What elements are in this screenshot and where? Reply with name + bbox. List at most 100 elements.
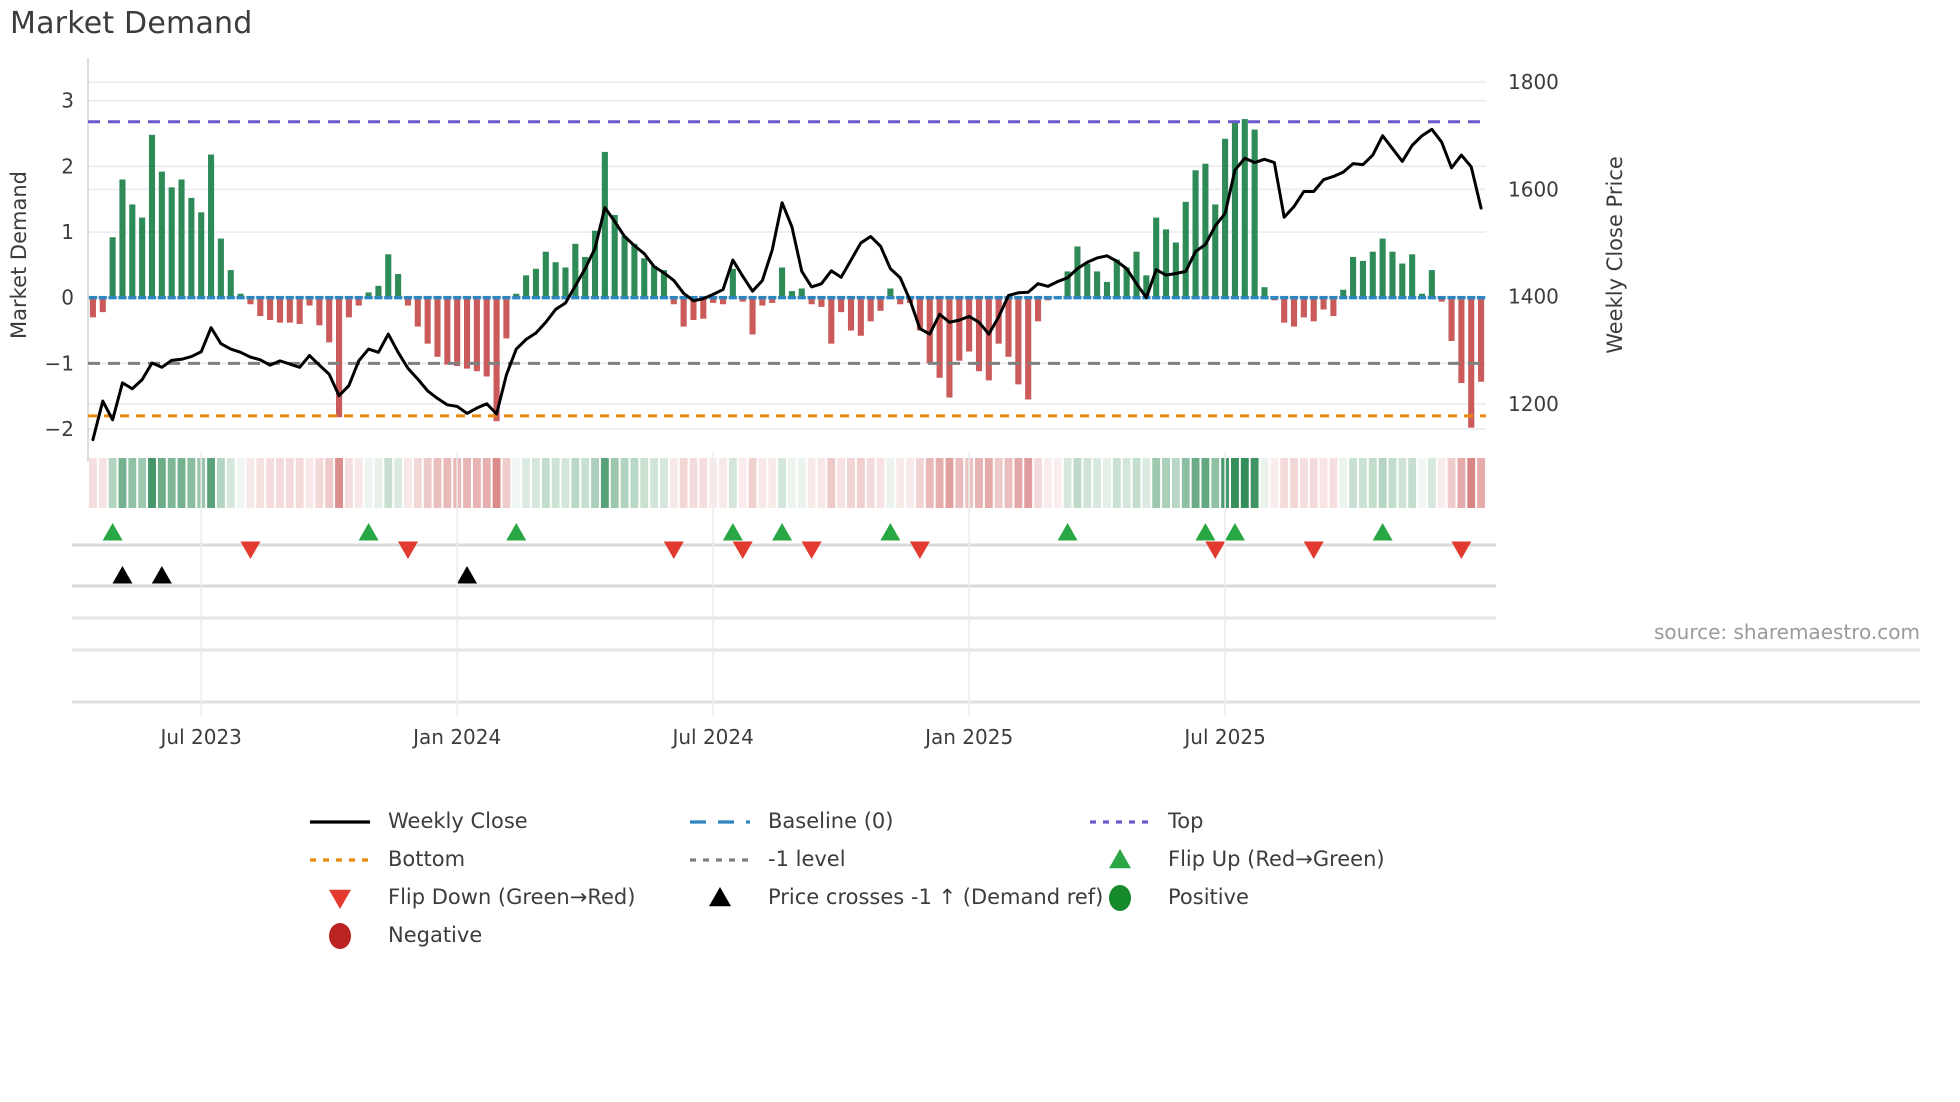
- demand-bar: [818, 297, 825, 307]
- heatmap-cell: [915, 458, 924, 508]
- demand-bar: [1261, 287, 1268, 298]
- demand-bar: [788, 291, 795, 298]
- right-axis-tick: 1400: [1508, 285, 1559, 309]
- demand-bar: [513, 293, 520, 298]
- heatmap-cell: [1319, 458, 1328, 508]
- left-axis-tick: 1: [61, 220, 74, 244]
- heatmap-cell: [797, 458, 806, 508]
- heatmap-cell: [610, 458, 619, 508]
- demand-bar: [286, 297, 293, 323]
- heatmap-cell: [1368, 458, 1377, 508]
- heatmap-cell: [1201, 458, 1210, 508]
- heatmap-cell: [492, 458, 501, 508]
- heatmap-cell: [384, 458, 393, 508]
- heatmap-cell: [1211, 458, 1220, 508]
- heatmap-cell: [207, 458, 216, 508]
- legend-triangle-down-icon: [329, 889, 351, 909]
- demand-bar: [1103, 281, 1111, 298]
- heatmap-cell: [1122, 458, 1131, 508]
- heatmap-cell: [128, 458, 137, 508]
- demand-bar: [276, 297, 284, 323]
- heatmap-cell: [1339, 458, 1348, 508]
- legend-item: -1 level: [690, 847, 846, 871]
- demand-bar: [591, 230, 599, 298]
- left-axis: 3 2 1 0 −1 −2 Market Demand: [7, 89, 74, 441]
- x-axis-tick: Jul 2025: [1182, 725, 1265, 749]
- heatmap-cell: [581, 458, 590, 508]
- demand-bar: [631, 243, 638, 298]
- heatmap-cell: [1280, 458, 1289, 508]
- demand-bar: [779, 267, 786, 298]
- heatmap-cell: [463, 458, 471, 508]
- chart-legend: Weekly Close Baseline (0) Top Bottom -1 leve…: [310, 809, 1385, 949]
- legend-item: Positive: [1109, 885, 1249, 911]
- heatmap-cell: [1270, 458, 1279, 508]
- demand-bar: [651, 266, 658, 298]
- demand-bar: [454, 297, 461, 366]
- flip-up-marker: [1195, 523, 1216, 541]
- legend-item: Negative: [329, 923, 482, 949]
- flip-up-marker: [358, 523, 379, 541]
- flip-up-marker: [506, 523, 527, 541]
- heatmap-cell: [1132, 458, 1141, 508]
- legend-item-label: Top: [1167, 809, 1203, 833]
- heatmap-cell: [344, 458, 353, 508]
- demand-bar: [296, 297, 303, 324]
- heatmap-cell: [354, 458, 363, 508]
- demand-bar: [670, 297, 677, 305]
- left-axis-tick: −2: [45, 417, 74, 441]
- flip-up-marker: [722, 523, 743, 541]
- demand-bar: [857, 297, 864, 336]
- heatmap-cell: [1477, 458, 1486, 508]
- legend-item: Bottom: [310, 847, 465, 871]
- heatmap-cell: [1250, 458, 1259, 508]
- demand-bar: [336, 297, 343, 418]
- heatmap-cell: [719, 458, 727, 508]
- heatmap-cell: [374, 458, 383, 508]
- demand-bar: [1281, 297, 1288, 323]
- flip-up-marker: [880, 523, 901, 541]
- right-axis-title: Weekly Close Price: [1603, 156, 1627, 354]
- marker-rows: [72, 523, 1920, 704]
- heatmap-cell: [1152, 458, 1161, 508]
- demand-bar: [237, 293, 244, 298]
- demand-bar: [473, 297, 480, 372]
- chart-body: [87, 58, 1486, 462]
- heatmap-cell: [482, 458, 491, 508]
- demand-bar: [739, 297, 746, 302]
- heatmap-cell: [88, 458, 97, 508]
- demand-bar: [1162, 229, 1170, 298]
- demand-bar: [828, 297, 835, 344]
- demand-bar: [1409, 254, 1416, 298]
- legend-circle-icon: [329, 923, 351, 949]
- demand-bar: [1094, 271, 1101, 298]
- demand-bar: [1320, 297, 1327, 310]
- demand-bar: [995, 297, 1002, 344]
- heatmap-cell: [522, 458, 531, 508]
- heatmap-cell: [1299, 458, 1308, 508]
- heatmap-cell: [187, 458, 196, 508]
- heatmap-cell: [325, 458, 334, 508]
- heatmap-cell: [591, 458, 599, 508]
- flip-up-marker: [1224, 523, 1245, 541]
- flip-down-marker: [663, 541, 684, 559]
- heatmap-cell: [1142, 458, 1151, 508]
- demand-bar: [326, 297, 333, 343]
- demand-bar: [1369, 251, 1376, 298]
- heatmap-cell: [571, 458, 580, 508]
- demand-bar: [1123, 267, 1130, 298]
- legend-item-label: Positive: [1168, 885, 1249, 909]
- heatmap-cell: [1191, 458, 1200, 508]
- heatmap-cell: [1359, 458, 1367, 508]
- heatmap-cell: [600, 458, 609, 508]
- demand-bar: [572, 243, 579, 298]
- demand-bar: [956, 297, 963, 361]
- demand-bar: [503, 297, 510, 339]
- heatmap-cell: [1457, 458, 1466, 508]
- demand-bar: [611, 214, 618, 298]
- x-axis-tick: Jan 2025: [923, 725, 1013, 749]
- heatmap-cell: [1398, 458, 1407, 508]
- heatmap-cell: [1290, 458, 1298, 508]
- demand-bar: [700, 297, 707, 319]
